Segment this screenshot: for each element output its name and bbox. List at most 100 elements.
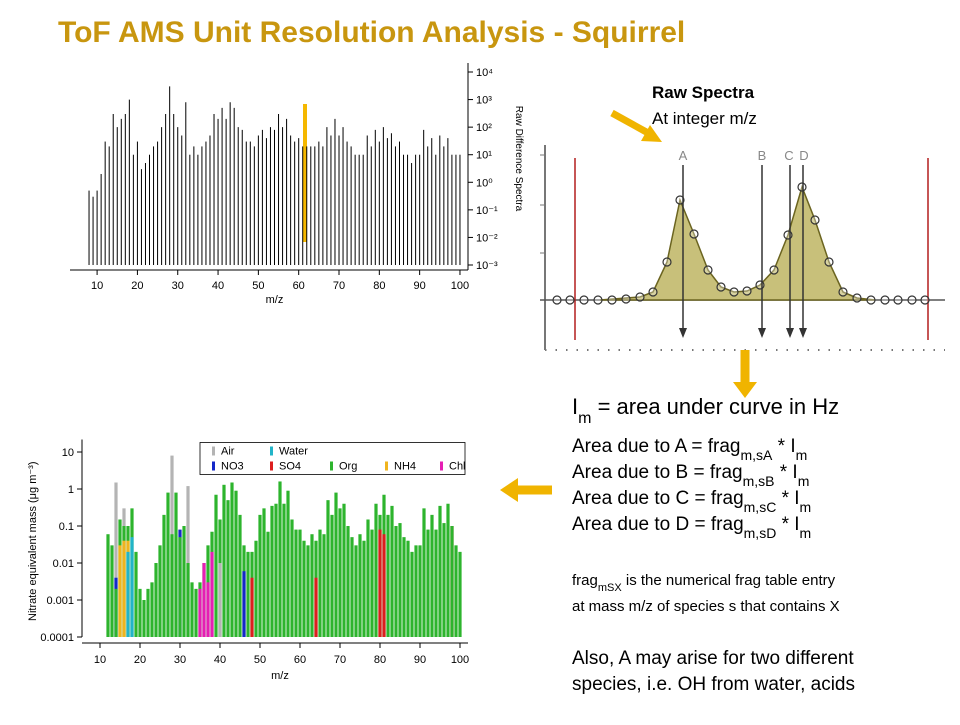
bar — [350, 537, 354, 637]
bar — [302, 540, 306, 637]
bar — [270, 505, 274, 637]
raw-spectra-diagram: Raw Spectra At integer m/z A B C D — [540, 83, 945, 351]
arrow-heads — [679, 328, 807, 338]
subscript: m — [796, 447, 808, 463]
bar — [294, 529, 298, 637]
bar — [206, 582, 210, 637]
bar — [442, 523, 446, 637]
note-text: is the numerical frag table entry — [622, 572, 836, 589]
spectrum — [88, 86, 461, 265]
note-text: Area due to A = frag — [572, 436, 741, 457]
bar — [114, 588, 118, 637]
bar — [458, 551, 462, 637]
bar — [446, 503, 450, 637]
legend-swatch — [330, 461, 333, 471]
x-tick-label: 20 — [131, 280, 143, 292]
notes: Im = area under curve in Hz Area due to A… — [572, 394, 855, 695]
bar — [406, 540, 410, 637]
bar — [254, 540, 258, 637]
bar — [454, 545, 458, 637]
bar — [362, 540, 366, 637]
bar — [114, 482, 118, 637]
bar — [374, 503, 378, 637]
callout-arrows — [500, 109, 757, 502]
y-tick-label: 10⁻³ — [476, 260, 498, 272]
bar — [146, 588, 150, 637]
slide-title: ToF AMS Unit Resolution Analysis - Squir… — [58, 16, 685, 49]
y-tick-label: 0.001 — [46, 595, 74, 607]
note-text: at mass m/z of species s that contains X — [572, 598, 840, 615]
bar — [110, 545, 114, 637]
y-tick-label: 10⁻¹ — [476, 205, 498, 217]
note-line: at mass m/z of species s that contains X — [572, 598, 840, 615]
x-tick-label: 40 — [212, 280, 224, 292]
legend: Air Water NO3 SO4 Org NH4 Chl — [199, 442, 466, 475]
bar — [422, 508, 426, 637]
bar — [278, 481, 282, 637]
diagram-label: At integer m/z — [652, 109, 757, 128]
bar — [290, 519, 294, 637]
bar — [354, 545, 358, 637]
subscript: m — [798, 473, 810, 489]
bar — [430, 514, 434, 637]
x-tick-label: 40 — [214, 654, 226, 666]
note-line: Area due to D = fragm,sD * Im — [572, 514, 811, 541]
bar — [410, 551, 414, 637]
legend-swatch — [385, 461, 388, 471]
bar — [298, 529, 302, 637]
bars — [106, 455, 462, 637]
subscript: m,sD — [744, 525, 777, 541]
bar — [358, 534, 362, 637]
peak-arrows — [682, 165, 804, 330]
subscript: m,sB — [743, 473, 775, 489]
bar — [162, 514, 166, 637]
x-tick-label: 80 — [374, 654, 386, 666]
bar — [246, 551, 250, 637]
legend-label: Chl — [449, 461, 466, 473]
bar — [338, 508, 342, 637]
bar — [238, 514, 242, 637]
x-axis-label: m/z — [266, 294, 284, 306]
bar — [390, 505, 394, 637]
bar — [214, 494, 218, 637]
subscript: m,sC — [744, 499, 777, 515]
legend-swatch — [440, 461, 443, 471]
y-tick-label: 10² — [476, 122, 492, 134]
bar — [306, 545, 310, 637]
bar — [166, 492, 170, 637]
bar — [130, 537, 134, 637]
subscript: mSX — [598, 582, 623, 594]
bar — [190, 582, 194, 637]
y-tick-label: 10³ — [476, 95, 492, 107]
x-tick-label: 80 — [373, 280, 385, 292]
x-tick-label: 60 — [294, 654, 306, 666]
bar — [266, 531, 270, 637]
bar — [250, 577, 254, 637]
y-tick-label: 10⁰ — [476, 177, 493, 189]
bar — [182, 526, 186, 637]
bar — [394, 526, 398, 637]
x-axis-label: m/z — [271, 670, 289, 682]
bar — [282, 503, 286, 637]
bar — [122, 540, 126, 637]
legend-swatch — [212, 461, 215, 471]
note-text: Area due to C = frag — [572, 488, 744, 509]
diagram-label: Raw Spectra — [652, 83, 755, 102]
note-line: species, i.e. OH from water, acids — [572, 674, 855, 695]
bar — [386, 514, 390, 637]
y-tick-label: 0.01 — [53, 558, 74, 570]
bar — [402, 537, 406, 637]
bar — [230, 482, 234, 637]
peak-label: D — [799, 148, 808, 163]
bar — [178, 537, 182, 637]
y-tick-label: 0.0001 — [40, 632, 74, 644]
bar — [118, 545, 122, 637]
sample-points — [552, 182, 930, 305]
note-text: Also, A may arise for two different — [572, 648, 854, 669]
peak-label: A — [679, 148, 688, 163]
legend-swatch — [270, 446, 273, 456]
legend-label: Air — [221, 446, 235, 458]
y-tick-label: 10¹ — [476, 150, 492, 162]
